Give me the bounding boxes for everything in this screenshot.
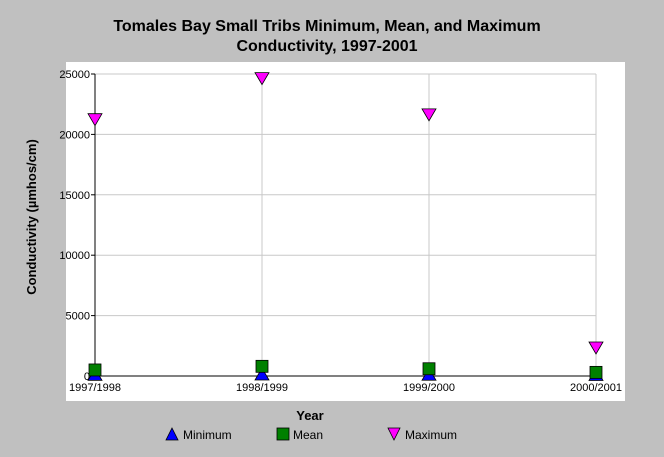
y-tick-label: 0 [84,371,90,383]
y-tick-label: 10000 [59,250,90,262]
legend: Minimum Mean Maximum [165,427,457,442]
x-axis-title: Year [296,408,323,423]
x-ticks: 1997/1998 1998/1999 1999/2000 2000/2001 [69,376,622,394]
chart-title-line-1: Tomales Bay Small Tribs Minimum, Mean, a… [113,18,540,35]
chart-title-line-2: Conductivity, 1997-2001 [236,38,417,55]
mean-point [589,365,603,379]
maximum-point [421,108,437,122]
y-tick-label: 5000 [66,311,90,323]
y-ticks: 0 5000 10000 15000 20000 25000 [59,69,95,383]
maximum-point [588,341,604,355]
legend-mean-marker [276,427,290,441]
x-tick-label: 1999/2000 [403,382,455,394]
x-tick-label: 1998/1999 [236,382,288,394]
y-axis-title: Conductivity (µmhos/cm) [24,139,39,295]
x-tick-label: 1997/1998 [69,382,121,394]
legend-maximum-marker [387,427,401,441]
y-tick-label: 15000 [59,190,90,202]
x-tick-label: 2000/2001 [570,382,622,394]
legend-minimum-label: Minimum [183,428,232,442]
plot-area [66,62,625,401]
minimum-point [254,367,270,381]
legend-mean-label: Mean [293,428,323,442]
y-tick-label: 20000 [59,129,90,141]
y-tick-label: 25000 [59,69,90,81]
mean-point [422,362,436,376]
marks-layer [87,72,604,381]
mean-point [88,363,102,377]
maximum-point [87,113,103,127]
mean-point [255,359,269,373]
legend-maximum-label: Maximum [405,428,457,442]
maximum-point [254,72,270,86]
grid-layer [95,73,597,376]
legend-minimum-marker [165,427,179,441]
